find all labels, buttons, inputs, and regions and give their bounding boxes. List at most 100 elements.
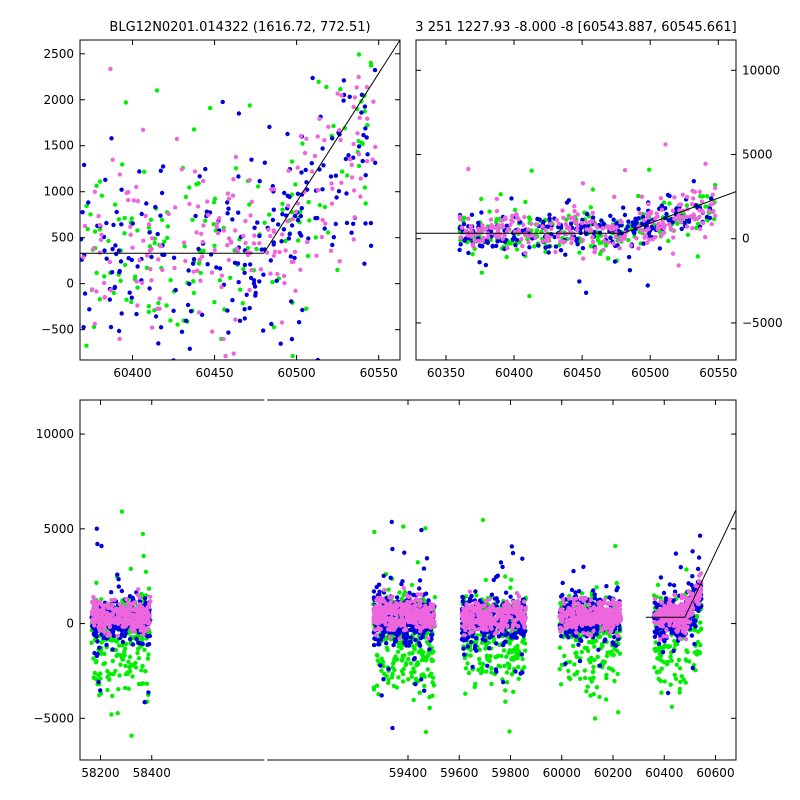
scatter-point [131,198,137,203]
scatter-point [421,672,426,677]
scatter-point [597,240,602,246]
scatter-point [692,641,697,647]
scatter-point [676,213,681,218]
scatter-point [261,328,266,333]
scatter-point [473,681,478,687]
scatter-point [285,131,290,137]
scatter-point [689,633,695,638]
scatter-point [700,194,706,199]
scatter-point [427,694,432,700]
scatter-point [356,163,362,169]
scatter-point [109,136,114,141]
scatter-point [364,159,370,164]
scatter-point [248,275,254,281]
scatter-point [135,303,140,308]
scatter-point [247,305,252,311]
scatter-point [641,218,647,223]
scatter-point [548,221,554,226]
scatter-point [423,526,428,531]
scatter-point [592,716,598,721]
scatter-point [179,167,184,172]
x-tick-label: 60500 [278,366,316,380]
scatter-point [333,221,338,227]
scatter-point [94,580,99,585]
scatter-point [640,221,645,226]
scatter-point [87,307,92,312]
scatter-point [469,639,474,645]
scatter-point [584,220,589,225]
scatter-point [414,629,419,634]
axes-frame [415,39,737,361]
scatter-point [578,676,583,681]
scatter-point [664,661,670,666]
scatter-point [84,343,89,348]
scatter-point [364,135,369,140]
scatter-point [603,697,609,702]
scatter-point [674,662,679,667]
scatter-point [225,191,231,196]
scatter-point [389,675,395,680]
scatter-point [281,227,287,232]
scatter-point [487,635,492,640]
scatter-point [390,546,395,552]
scatter-point [363,221,368,226]
scatter-point [467,599,472,604]
scatter-point [646,231,652,236]
scatter-point [500,224,505,230]
scatter-point [122,646,128,651]
scatter-point [421,654,426,659]
scatter-point [488,217,494,222]
scatter-point [110,693,115,699]
scatter-point [335,91,340,96]
scatter-point [656,641,662,646]
scatter-point [116,328,122,334]
scatter-point [267,212,272,217]
scatter-point [225,243,230,248]
scatter-point [120,624,125,629]
scatter-point [503,574,508,579]
scatter-point [136,656,142,661]
scatter-point [224,360,228,364]
scatter-point [116,616,121,621]
scatter-point [243,240,248,246]
scatter-point [242,316,247,321]
scatter-point [141,238,146,243]
scatter-point [572,662,577,667]
scatter-point [557,645,563,650]
scatter-point [276,222,281,227]
scatter-point [91,594,96,600]
scatter-point [650,237,656,242]
scatter-point [604,224,609,230]
scatter-point [373,144,378,150]
scatter-point [322,138,327,143]
scatter-point [188,309,194,314]
scatter-point [299,233,304,238]
scatter-point [146,304,151,309]
scatter-point [696,629,701,634]
scatter-point [712,216,717,222]
scatter-point [473,636,479,641]
scatter-point [466,250,471,256]
scatter-point [104,642,109,648]
scatter-point [269,187,274,192]
scatter-point [351,237,356,242]
scatter-point [522,214,527,220]
scatter-point [242,307,247,312]
scatter-point [98,671,103,676]
scatter-point [423,729,429,735]
scatter-point [160,267,165,273]
scatter-point [639,194,645,199]
scatter-point [583,290,589,295]
scatter-point [558,600,563,606]
scatter-point [280,207,285,212]
scatter-point [305,253,311,259]
scatter-point [643,233,648,238]
scatter-point [197,174,202,179]
scatter-point [535,216,540,222]
scatter-point [554,217,559,223]
scatter-point [372,67,378,73]
scatter-point [105,361,109,365]
scatter-point [591,669,596,674]
scatter-point [476,667,481,672]
scatter-point [491,225,496,230]
